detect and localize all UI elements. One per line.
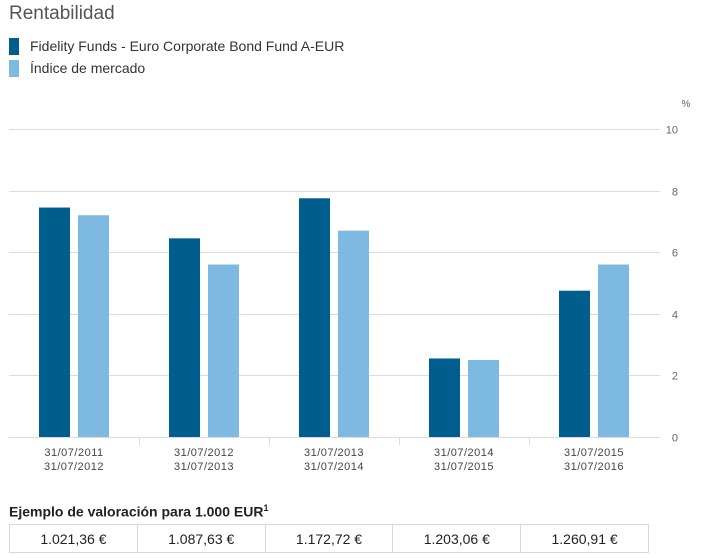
bar-fund: [169, 238, 200, 437]
bar-index: [78, 215, 109, 437]
bar-index: [208, 264, 239, 437]
bar-fund: [559, 290, 590, 437]
legend-item-fund[interactable]: Fidelity Funds - Euro Corporate Bond Fun…: [9, 35, 344, 57]
x-tick-label: 31/07/2012: [174, 447, 234, 459]
valuation-cell: 1.021,36 €: [10, 525, 138, 552]
y-tick-label: 10: [666, 125, 678, 137]
bar-fund: [299, 198, 330, 437]
legend-label-fund: Fidelity Funds - Euro Corporate Bond Fun…: [30, 38, 345, 54]
valuation-title-text: Ejemplo de valoración para 1.000 EUR: [9, 503, 264, 520]
bar-index: [338, 230, 369, 437]
x-tick-label: 31/07/2015: [564, 447, 624, 459]
valuation-footnote: 1: [263, 503, 269, 513]
legend-swatch-index: [9, 59, 19, 77]
y-tick-label: 8: [672, 187, 678, 199]
x-tick-label: 31/07/2016: [564, 461, 624, 473]
bar-fund: [429, 358, 460, 437]
legend-swatch-fund: [9, 37, 19, 55]
y-unit-label: %: [682, 99, 691, 110]
legend: Fidelity Funds - Euro Corporate Bond Fun…: [9, 35, 344, 79]
y-tick-label: 4: [672, 310, 678, 322]
x-tick-label: 31/07/2014: [434, 447, 494, 459]
bar-index: [468, 360, 499, 437]
y-tick-label: 2: [672, 371, 678, 383]
x-tick-label: 31/07/2015: [434, 461, 494, 473]
x-tick-label: 31/07/2012: [44, 461, 104, 473]
valuation-cell: 1.172,72 €: [266, 525, 394, 552]
y-tick-label: 6: [672, 248, 678, 260]
bar-index: [598, 264, 629, 437]
valuation-cell: 1.087,63 €: [138, 525, 266, 552]
valuation-table: 1.021,36 € 1.087,63 € 1.172,72 € 1.203,0…: [9, 524, 649, 553]
bar-fund: [39, 207, 70, 437]
legend-label-index: Índice de mercado: [30, 60, 146, 76]
legend-item-index[interactable]: Índice de mercado: [9, 57, 344, 79]
x-tick-label: 31/07/2013: [304, 447, 364, 459]
valuation-cell: 1.260,91 €: [551, 530, 618, 547]
y-tick-label: 0: [672, 433, 678, 445]
bar-chart: 0 2 4 6 8 10% 31/07/2011 31/07/2012 31/07/2012 31…: [9, 99, 691, 473]
x-tick-label: 31/07/2014: [304, 461, 364, 473]
x-tick-label: 31/07/2013: [174, 461, 234, 473]
valuation-title: Ejemplo de valoración para 1.000 EUR1: [9, 503, 268, 520]
valuation-cell: 1.203,06 €: [393, 525, 522, 552]
x-tick-label: 31/07/2011: [44, 447, 103, 459]
chart-title: Rentabilidad: [9, 3, 115, 24]
